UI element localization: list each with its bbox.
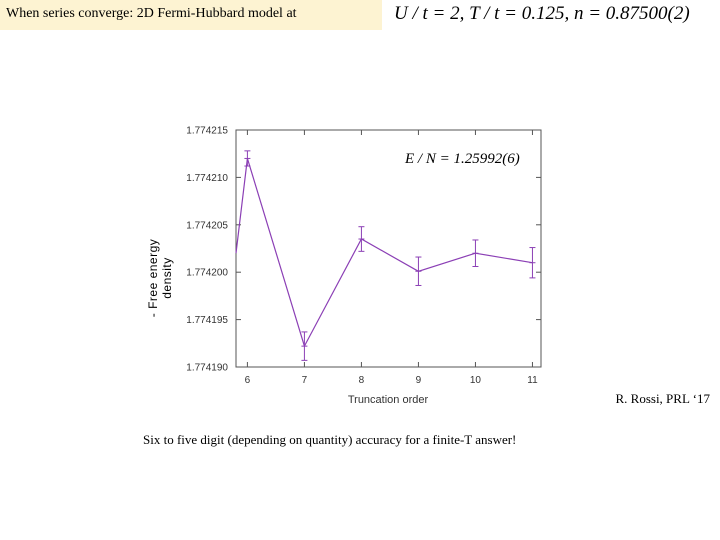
x-tick-label: 8 (359, 375, 365, 386)
y-tick-label: 1.774215 (186, 126, 228, 137)
x-tick-label: 6 (245, 375, 251, 386)
y-tick-label: 1.774195 (186, 315, 228, 326)
x-tick-label: 7 (302, 375, 308, 386)
energy-annotation: E / N = 1.25992(6) (404, 151, 520, 167)
x-tick-label: 11 (527, 375, 538, 386)
title-box: When series converge: 2D Fermi-Hubbard m… (0, 0, 382, 30)
data-series (235, 150, 536, 361)
y-tick-label: 1.774205 (186, 220, 228, 231)
series-line (235, 158, 533, 348)
y-tick-label: 1.774190 (186, 363, 228, 374)
x-tick-label: 10 (470, 375, 482, 386)
y-tick-label: 1.774210 (186, 173, 228, 184)
reference-citation: R. Rossi, PRL ‘17 (615, 391, 710, 406)
footnote: Six to five digit (depending on quantity… (143, 432, 517, 447)
x-axis-label: Truncation order (348, 394, 429, 406)
model-parameters: U / t = 2, T / t = 0.125, n = 0.87500(2) (394, 3, 690, 24)
slide-title: When series converge: 2D Fermi-Hubbard m… (6, 6, 297, 21)
axis-ticks: 1.774190 1.774195 1.774200 1.774205 1.774210… (186, 126, 541, 386)
y-tick-label: 1.774200 (186, 268, 228, 279)
x-tick-label: 9 (416, 375, 422, 386)
